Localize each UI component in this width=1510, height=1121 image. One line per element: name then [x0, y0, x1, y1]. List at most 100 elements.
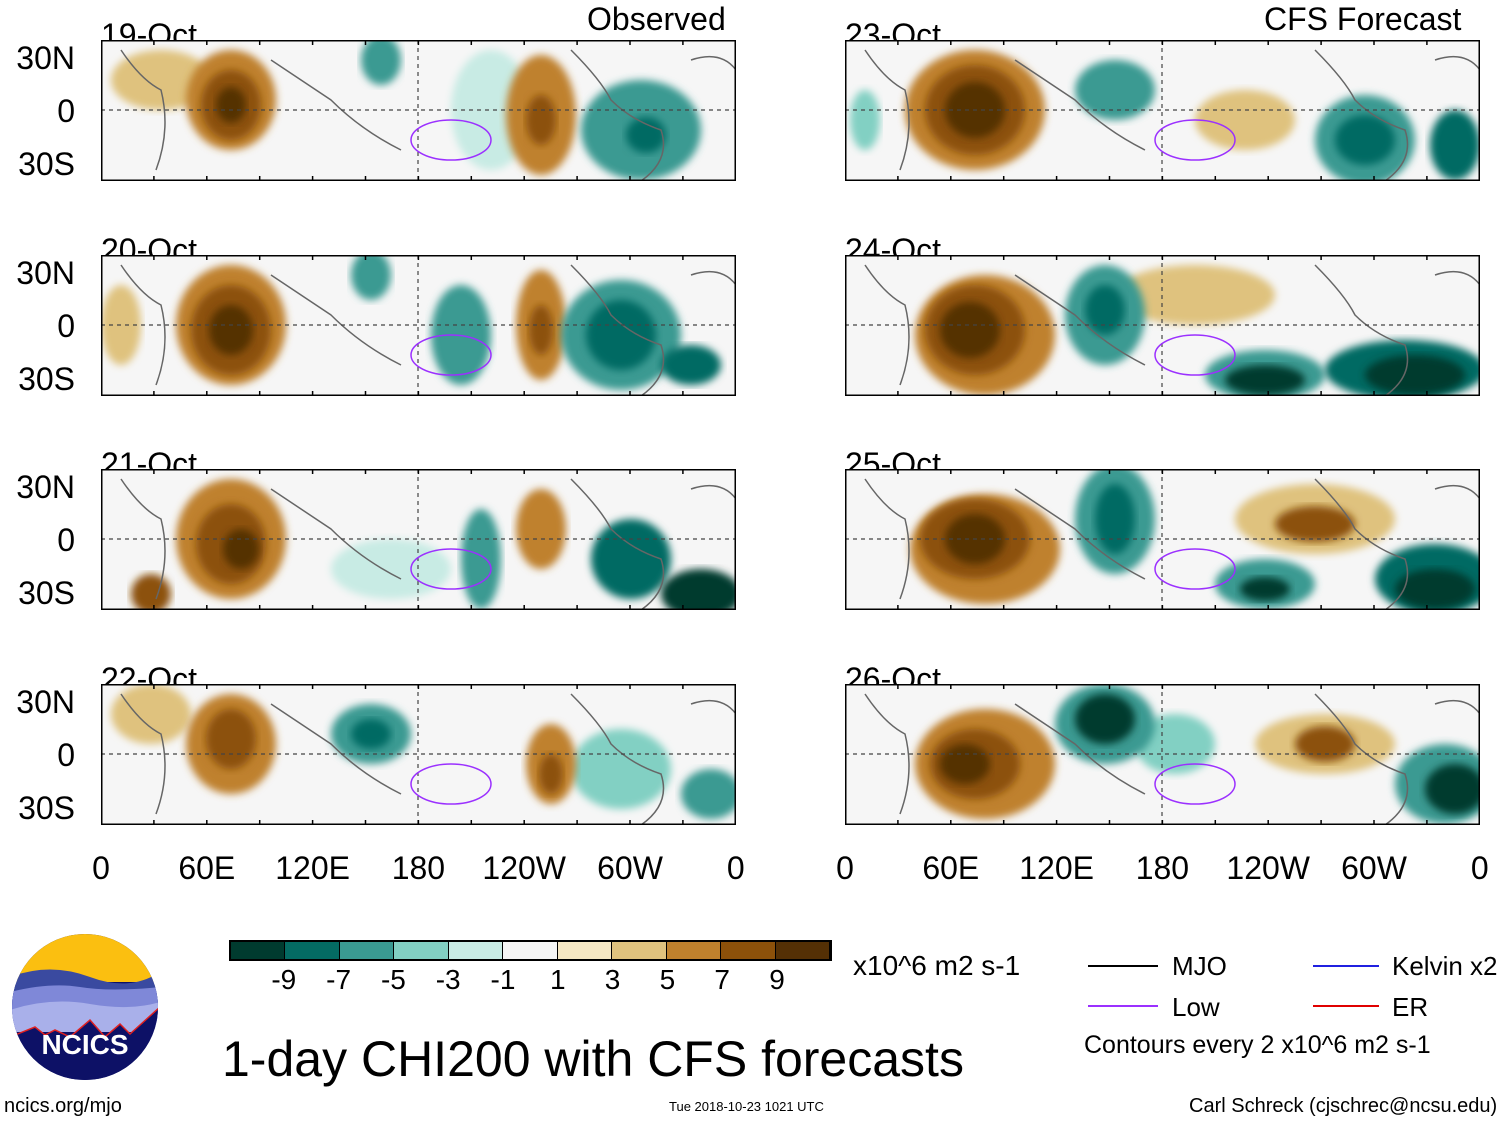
lon-label: 120W: [482, 850, 566, 886]
legend-label-low: Low: [1172, 992, 1220, 1022]
figure-title: 1-day CHI200 with CFS forecasts: [222, 1031, 964, 1087]
coastlines: [120, 49, 736, 181]
low-contour: [1154, 119, 1236, 161]
observed-header: Observed: [587, 1, 726, 37]
lon-label: 60W: [1341, 850, 1407, 886]
lat-label: 0: [57, 522, 75, 558]
low-contour: [410, 119, 492, 161]
lon-label: 0: [836, 850, 854, 886]
colorbar-swatch: [775, 942, 830, 959]
lon-label: 0: [726, 850, 745, 886]
map-panel-right-4: [845, 684, 1480, 825]
anomaly-region: [331, 539, 451, 599]
lon-label: 180: [1135, 850, 1190, 886]
anomaly-region: [586, 300, 656, 370]
anomaly-region: [1135, 714, 1215, 774]
colorbar-swatch: [503, 942, 558, 959]
lat-label: 30N: [16, 684, 75, 720]
logo-text: NCICS: [41, 1029, 128, 1060]
coastlines: [864, 478, 1480, 610]
colorbar-swatch: [448, 942, 504, 959]
website-link[interactable]: ncics.org/mjo: [4, 1095, 122, 1117]
coastlines: [864, 49, 1480, 181]
anomaly-region: [1075, 694, 1135, 744]
colorbar-label: 7: [714, 964, 730, 995]
colorbar-swatch: [394, 942, 449, 959]
map-panel-right-3: [845, 469, 1480, 610]
anomaly-region: [526, 95, 556, 145]
colorbar-label: -5: [380, 964, 406, 995]
anomaly-region: [516, 489, 566, 569]
anomaly-region: [591, 519, 671, 599]
colorbar-label: 9: [769, 964, 785, 995]
anomaly-region: [661, 345, 721, 385]
colorbar-swatch: [666, 942, 722, 959]
lat-label: 30N: [16, 40, 75, 76]
anomaly-region: [1425, 764, 1480, 814]
colorbar-label: 5: [659, 964, 676, 995]
map-panel-left-3: [101, 469, 736, 610]
timestamp: Tue 2018-10-23 1021 UTC: [669, 1099, 824, 1114]
colorbar-swatch: [231, 942, 286, 959]
legend-label-mjo: MJO: [1172, 951, 1227, 981]
anomaly-region: [1085, 285, 1125, 335]
coastlines: [864, 693, 1480, 825]
lat-label: 0: [57, 308, 75, 344]
anomaly-region: [1295, 726, 1355, 762]
anomaly-region: [1240, 577, 1290, 601]
lon-label: 180: [391, 850, 446, 886]
colorbar-swatch: [285, 942, 340, 959]
lon-label: 120E: [1019, 850, 1094, 886]
map-panel-right-2: [845, 255, 1480, 396]
colorbar-swatch: [557, 942, 613, 959]
anomaly-region: [1075, 60, 1155, 120]
anomaly-region: [209, 305, 253, 355]
forecast-header: CFS Forecast: [1264, 1, 1462, 37]
map-panel-left-4: [101, 684, 736, 825]
colorbar-label: -9: [271, 964, 297, 995]
colorbar-swatch: [339, 942, 395, 959]
lon-label: 60E: [178, 850, 236, 886]
map-panel-left-1: [101, 40, 736, 181]
lat-label: 30N: [16, 255, 75, 291]
anomaly-region: [1195, 90, 1295, 150]
colorbar-label: 3: [604, 964, 621, 995]
low-contour: [410, 763, 492, 805]
anomaly-region: [661, 569, 736, 610]
anomaly-region: [529, 305, 553, 355]
legend-line-mjo: [1088, 965, 1158, 967]
lat-label: 30S: [18, 575, 75, 611]
lon-label: 60W: [597, 850, 663, 886]
low-contour: [1154, 548, 1236, 590]
colorbar-swatch: [612, 942, 667, 959]
colorbar-label: 1: [550, 964, 566, 995]
lat-label: 30S: [18, 361, 75, 397]
colorbar-units: x10^6 m2 s-1: [853, 950, 1021, 981]
low-contour: [410, 548, 492, 590]
anomaly-region: [571, 729, 671, 809]
colorbar-label: -3: [435, 964, 461, 995]
legend-line-low: [1088, 1005, 1158, 1007]
anomaly-region: [216, 87, 246, 123]
anomaly-region: [626, 117, 666, 153]
contour-note: Contours every 2 x10^6 m2 s-1: [1084, 1031, 1431, 1059]
anomaly-region: [111, 684, 191, 744]
anomaly-region: [206, 709, 256, 769]
low-contour: [1154, 334, 1236, 376]
coastlines: [120, 693, 736, 825]
anomaly-region: [1225, 365, 1305, 395]
legend-label-kelvin: Kelvin x2: [1392, 951, 1498, 981]
legend-line-er: [1313, 1005, 1379, 1007]
anomaly-region: [1430, 110, 1480, 180]
anomaly-region: [1115, 265, 1275, 325]
map-panel-right-1: [845, 40, 1480, 181]
colorbar: [229, 940, 832, 961]
lon-label: 0: [1470, 850, 1489, 886]
anomaly-region: [351, 719, 391, 749]
ncics-logo: NCICS: [10, 932, 160, 1082]
lat-label: 0: [57, 93, 75, 129]
colorbar-swatch: [721, 942, 776, 959]
low-contour: [410, 334, 492, 376]
anomaly-region: [1395, 569, 1475, 609]
